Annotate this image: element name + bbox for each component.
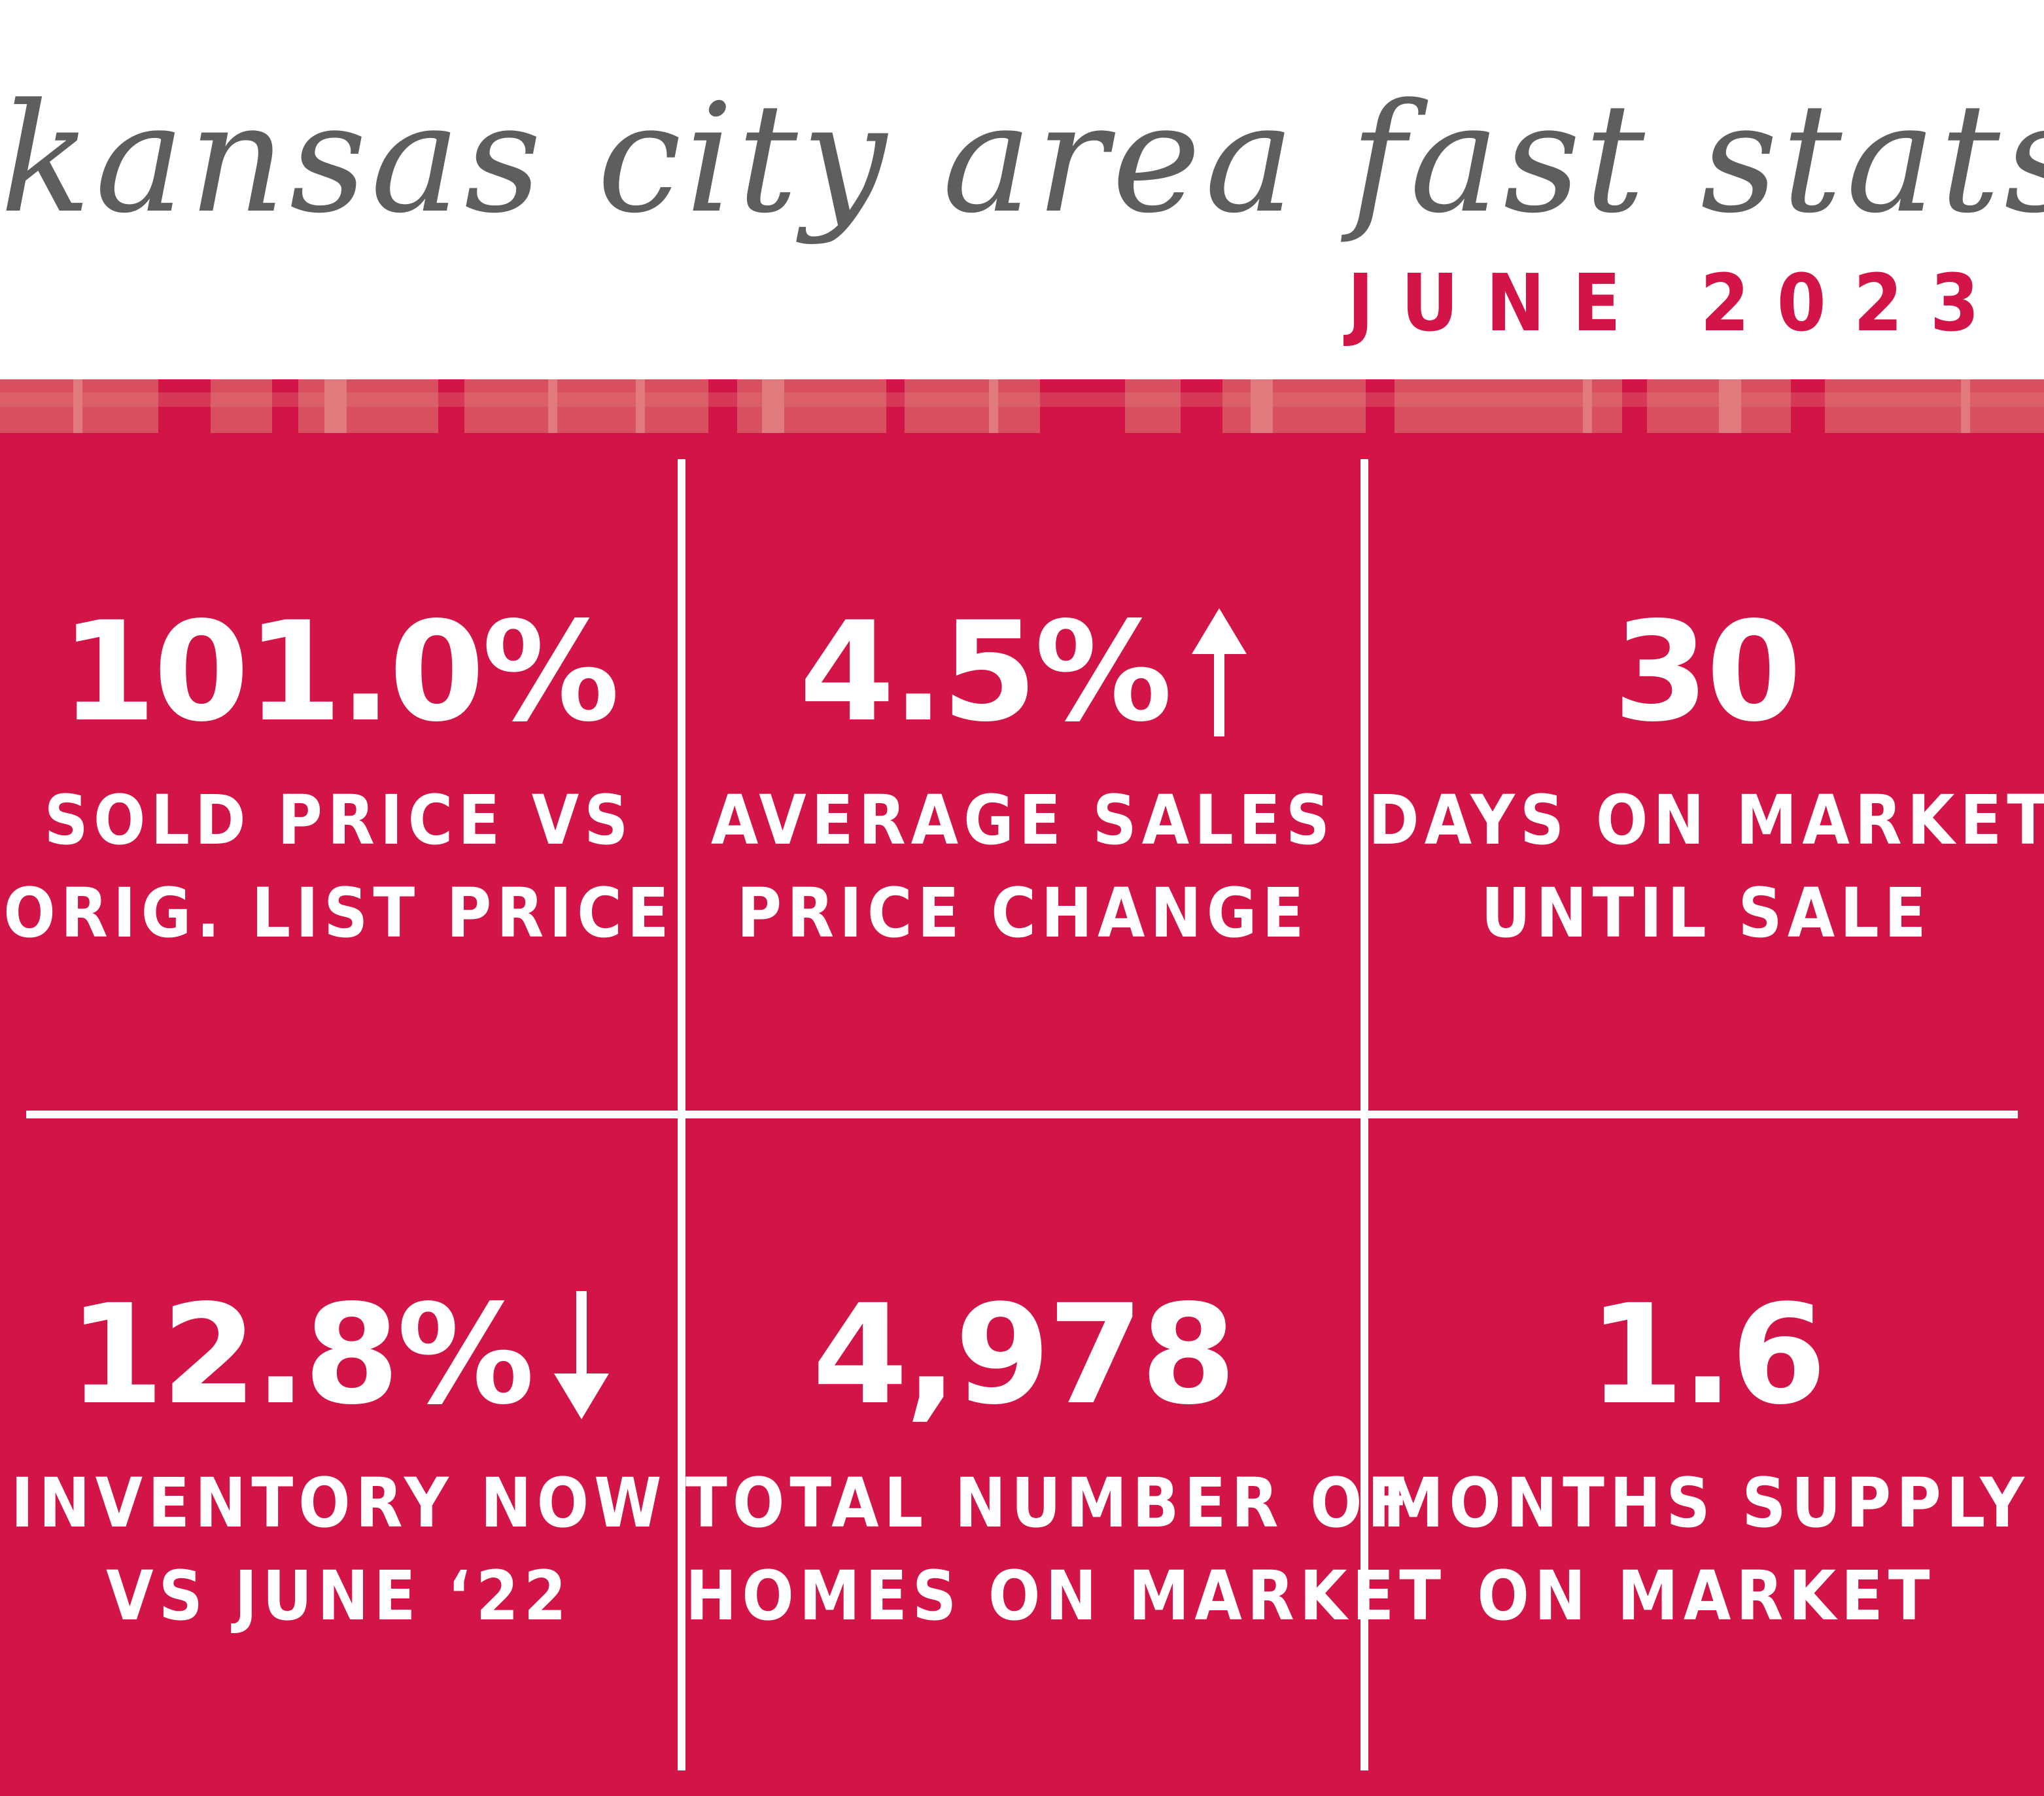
stats-panel: 101.0% SOLD PRICE VS ORIG. LIST PRICE 4.… [0,379,2044,1796]
page-title: kansas city area fast stats [0,72,2044,247]
stat-label: DAYS ON MARKET UNTIL SALE [1368,780,2044,953]
stat-label: TOTAL NUMBER OF HOMES ON MARKET [685,1463,1447,1636]
stat-label: AVERAGE SALES PRICE CHANGE [710,780,1336,953]
stat-card-inventory: 12.8% INVENTORY NOW VS JUNE ‘22 [0,1275,678,1642]
up-arrow-icon [1192,608,1247,736]
stat-value: 1.6 [1588,1275,1826,1435]
stat-label: MONTHS SUPPLY ON MARKET [1383,1463,2030,1636]
stat-label: SOLD PRICE VS ORIG. LIST PRICE [3,780,674,953]
stat-value: 101.0% [60,592,620,752]
horizontal-divider [26,1111,2018,1118]
stat-card-sold-price: 101.0% SOLD PRICE VS ORIG. LIST PRICE [0,592,678,959]
stat-value: 4,978 [812,1275,1236,1435]
down-arrow-icon [554,1291,610,1419]
stat-card-days-on-market: 30 DAYS ON MARKET UNTIL SALE [1368,592,2044,959]
stat-card-total-homes: 4,978 TOTAL NUMBER OF HOMES ON MARKET [685,1275,1447,1642]
stat-card-months-supply: 1.6 MONTHS SUPPLY ON MARKET [1368,1275,2044,1642]
stat-label: INVENTORY NOW VS JUNE ‘22 [10,1463,667,1636]
header: kansas city area fast stats JUNE 2023 [0,0,2044,379]
stat-value: 30 [1613,592,1801,752]
plaid-stripe-border [0,379,2044,433]
stat-value: 4.5% [799,592,1172,752]
stat-value: 12.8% [68,1275,535,1435]
stat-card-average-sales-price: 4.5% AVERAGE SALES PRICE CHANGE [685,592,1360,959]
page-subtitle: JUNE 2023 [1347,258,2007,349]
